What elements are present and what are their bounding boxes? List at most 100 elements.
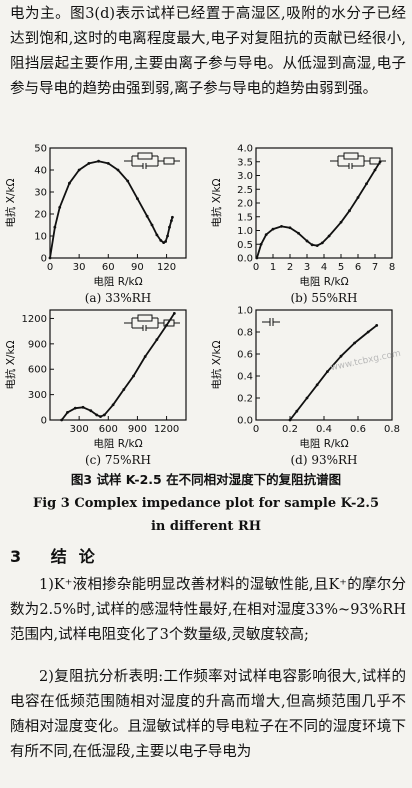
- data-point: [48, 256, 52, 260]
- data-point: [81, 405, 85, 409]
- x-tick-label: 900: [128, 424, 147, 435]
- x-tick-label: 30: [73, 262, 86, 273]
- subplot-label: (d) 93%RH: [290, 453, 357, 467]
- x-axis-label: 电阻 R/kΩ: [93, 437, 142, 450]
- y-tick-label: 2.5: [237, 185, 253, 196]
- x-tick-label: 4: [321, 262, 327, 273]
- y-tick-label: 0: [41, 254, 47, 265]
- data-point: [136, 197, 139, 200]
- data-point: [280, 224, 283, 228]
- data-point: [122, 388, 126, 391]
- data-point: [66, 410, 69, 414]
- y-tick-label: 1.0: [237, 306, 253, 317]
- data-point: [159, 239, 163, 242]
- data-point: [315, 244, 319, 248]
- x-tick-label: 6: [355, 262, 361, 273]
- figure-caption-en: Fig 3 Complex impedance plot for sample …: [33, 496, 379, 511]
- x-tick-label: 0.2: [282, 424, 298, 435]
- subplot-label: (c) 75%RH: [85, 453, 151, 467]
- data-point: [155, 233, 159, 237]
- impedance-chart-a: 0 10 20 30 40 50 0 30 60 90 120 电抗 X/kΩ 电阻 R/kΩ (a) 3…: [0, 140, 206, 305]
- data-point: [353, 341, 356, 345]
- y-axis-label: 电抗 X/kΩ: [210, 178, 223, 227]
- data-point: [73, 406, 77, 410]
- y-axis-label: 电抗 X/kΩ: [210, 340, 223, 389]
- impedance-chart-c: 0 300 600 900 1200 300 600 900 1200 电抗 X/kΩ 电阻 R/k…: [0, 302, 206, 467]
- x-tick-label: 0.8: [384, 424, 400, 435]
- x-tick-label: 90: [131, 262, 144, 273]
- data-point: [103, 413, 106, 417]
- x-tick-label: 8: [389, 262, 395, 273]
- data-point: [77, 168, 81, 172]
- impedance-series: [256, 161, 381, 259]
- y-tick-label: 0.5: [237, 240, 253, 251]
- subplot-label: (a) 33%RH: [85, 291, 152, 305]
- y-tick-label: 1.0: [237, 226, 253, 237]
- data-point: [99, 415, 102, 419]
- impedance-chart-d: 0.0 0.2 0.4 0.6 0.8 1.0 0 0.2 0.4 0.6 0.8 电抗 X/kΩ 电阻…: [206, 302, 412, 468]
- y-tick-label: 4.0: [237, 144, 253, 155]
- data-point: [171, 215, 174, 219]
- plot-frame: [49, 147, 187, 259]
- data-point: [375, 324, 379, 327]
- data-point: [106, 162, 110, 165]
- data-point: [68, 181, 71, 185]
- data-point: [305, 396, 309, 400]
- x-tick-label: 0.4: [316, 424, 332, 435]
- data-point: [365, 182, 368, 186]
- x-tick-label: 600: [99, 424, 118, 435]
- data-point: [315, 383, 319, 387]
- data-point: [348, 209, 351, 213]
- y-tick-label: 0.0: [237, 416, 253, 427]
- data-point: [145, 214, 149, 218]
- x-tick-label: 300: [70, 424, 89, 435]
- conclusion-1: 1)K⁺液相掺杂能明显改善材料的湿敏性能,且K⁺的摩尔分数为2.5%时,试样的感…: [10, 577, 406, 643]
- data-point: [373, 168, 377, 172]
- impedance-series: [60, 312, 176, 421]
- data-point: [320, 241, 324, 245]
- data-point: [305, 239, 309, 243]
- x-tick-label: 120: [157, 262, 176, 273]
- y-tick-label: 10: [34, 232, 47, 243]
- y-axis-label: 电抗 X/kΩ: [4, 178, 17, 227]
- y-axis-label: 电抗 X/kΩ: [4, 340, 17, 389]
- conclusion-2: 2)复阻抗分析表明:工作频率对试样电容影响很大,试样的电容在低频范围随相对湿度的…: [10, 669, 406, 760]
- circuit-icon: [262, 318, 280, 326]
- x-axis-label: 电阻 R/kΩ: [299, 437, 348, 450]
- x-tick-label: 0: [253, 424, 259, 435]
- y-tick-label: 0.8: [237, 328, 253, 339]
- subplot-label: (b) 55%RH: [290, 291, 357, 305]
- data-point: [327, 234, 331, 238]
- data-point: [53, 225, 57, 229]
- x-axis-label: 电阻 R/kΩ: [299, 275, 348, 288]
- data-point: [366, 330, 370, 334]
- y-tick-label: 1200: [22, 314, 47, 325]
- data-point: [164, 240, 168, 243]
- data-point: [356, 196, 360, 199]
- x-tick-label: 60: [102, 262, 115, 273]
- y-tick-label: 2.0: [237, 199, 253, 210]
- plot-frame: [255, 309, 393, 421]
- data-point: [297, 231, 300, 235]
- figure-caption-cn: 图3 试样 K-2.5 在不同相对湿度下的复阻抗谱图: [70, 472, 342, 487]
- y-tick-label: 0.2: [237, 394, 253, 405]
- data-point: [259, 242, 263, 246]
- x-axis-label: 电阻 R/kΩ: [93, 275, 142, 288]
- y-tick-label: 900: [28, 339, 47, 350]
- x-tick-label: 0: [47, 262, 53, 273]
- y-tick-label: 40: [34, 166, 47, 177]
- x-tick-label: 1: [270, 262, 276, 273]
- data-point: [155, 338, 159, 342]
- data-point: [60, 418, 64, 422]
- x-tick-label: 0.6: [350, 424, 366, 435]
- y-tick-label: 20: [34, 210, 47, 221]
- y-tick-label: 300: [28, 390, 47, 401]
- y-tick-label: 0.0: [237, 254, 253, 265]
- x-tick-label: 7: [372, 262, 378, 273]
- data-point: [339, 220, 343, 224]
- data-point: [111, 403, 115, 407]
- x-tick-label: 0: [253, 262, 259, 273]
- data-point: [168, 225, 171, 229]
- x-tick-label: 5: [338, 262, 344, 273]
- y-tick-label: 50: [34, 144, 47, 155]
